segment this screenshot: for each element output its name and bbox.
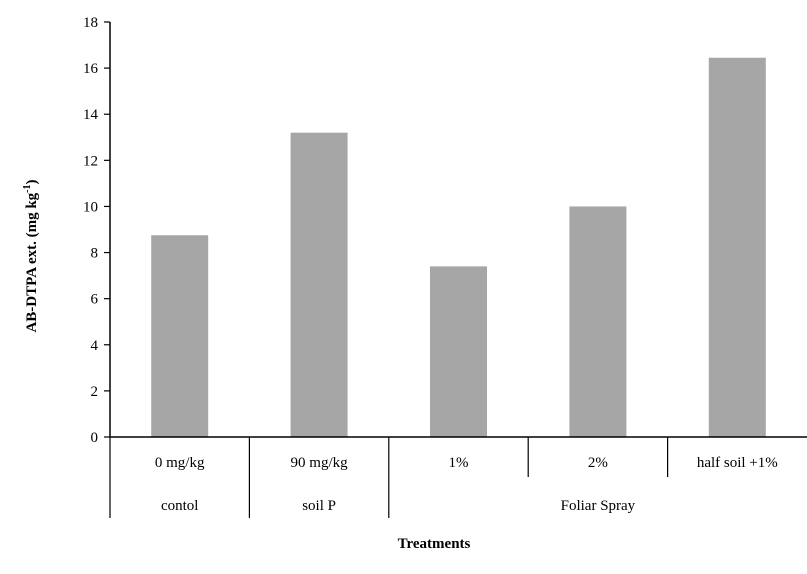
y-axis-title: AB-DTPA ext. (mg kg-1): [22, 179, 40, 332]
category-label: 1%: [449, 455, 469, 471]
y-tick-label: 4: [91, 338, 99, 354]
bar: [569, 206, 627, 437]
y-tick-label: 2: [91, 384, 99, 400]
bar: [151, 235, 209, 437]
y-tick-label: 6: [91, 292, 99, 308]
y-tick-label: 10: [83, 199, 98, 215]
y-tick-label: 12: [83, 153, 98, 169]
group-label: Foliar Spray: [561, 498, 636, 514]
y-axis-title-superscript: -1: [22, 184, 33, 192]
x-axis-title: Treatments: [398, 536, 471, 552]
category-label: 2%: [588, 455, 608, 471]
bars: [151, 57, 766, 437]
category-label: half soil +1%: [697, 455, 778, 471]
x-axis: 0 mg/kg 90 mg/kg 1% 2% half soil +1% contol so…: [109, 436, 807, 518]
bar: [290, 132, 348, 437]
bar: [430, 266, 487, 437]
y-axis: 0 2 4 6 8 10 12 14 16 18: [83, 15, 111, 446]
y-tick-label: 18: [83, 15, 98, 31]
y-tick-label: 8: [91, 246, 99, 262]
bar: [708, 57, 766, 437]
y-tick-label: 0: [91, 430, 99, 446]
y-axis-title-end: ): [24, 179, 40, 184]
group-label: soil P: [302, 498, 336, 514]
category-label: 0 mg/kg: [155, 455, 205, 471]
y-tick-label: 16: [83, 61, 99, 77]
y-tick-label: 14: [83, 107, 99, 123]
group-label: contol: [161, 498, 199, 514]
category-label: 90 mg/kg: [291, 455, 349, 471]
